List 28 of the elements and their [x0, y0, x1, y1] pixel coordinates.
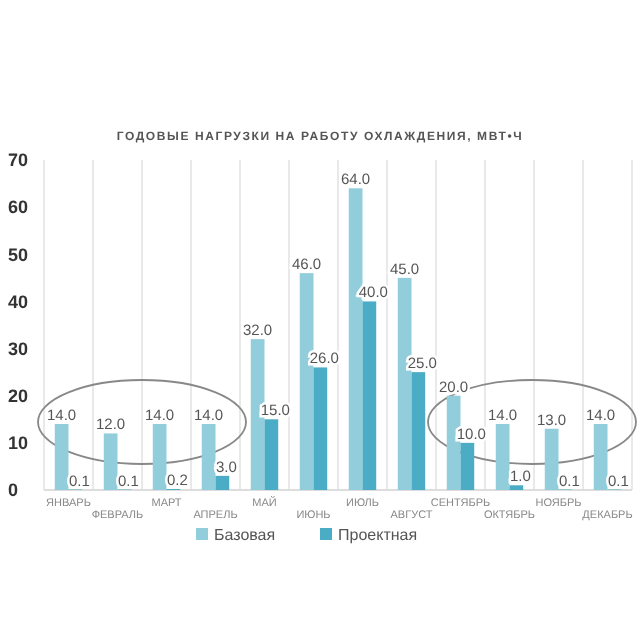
bar [54, 424, 69, 490]
bar [397, 277, 412, 490]
y-tick-label: 30 [8, 338, 29, 359]
bar [215, 475, 230, 490]
bar [313, 367, 328, 490]
bar [152, 424, 167, 490]
y-tick-label: 0 [8, 480, 19, 501]
bar [299, 273, 314, 490]
bar [446, 395, 461, 490]
y-tick-label: 20 [8, 386, 29, 407]
y-tick-label: 40 [8, 291, 29, 312]
bar [201, 424, 216, 490]
bar [495, 424, 510, 490]
bar [348, 188, 363, 490]
y-tick-label: 10 [8, 433, 29, 454]
legend-label: Проектная [338, 526, 418, 544]
bar [593, 424, 608, 490]
bar [250, 339, 265, 490]
y-tick-label: 60 [8, 197, 29, 218]
bar [362, 301, 377, 490]
legend-label: Базовая [214, 526, 276, 544]
bar [460, 442, 475, 490]
bar [264, 419, 279, 490]
y-tick-label: 50 [8, 244, 29, 265]
y-tick-label: 70 [8, 150, 29, 171]
bar [411, 372, 426, 490]
bar [103, 433, 118, 490]
bar [544, 428, 559, 490]
